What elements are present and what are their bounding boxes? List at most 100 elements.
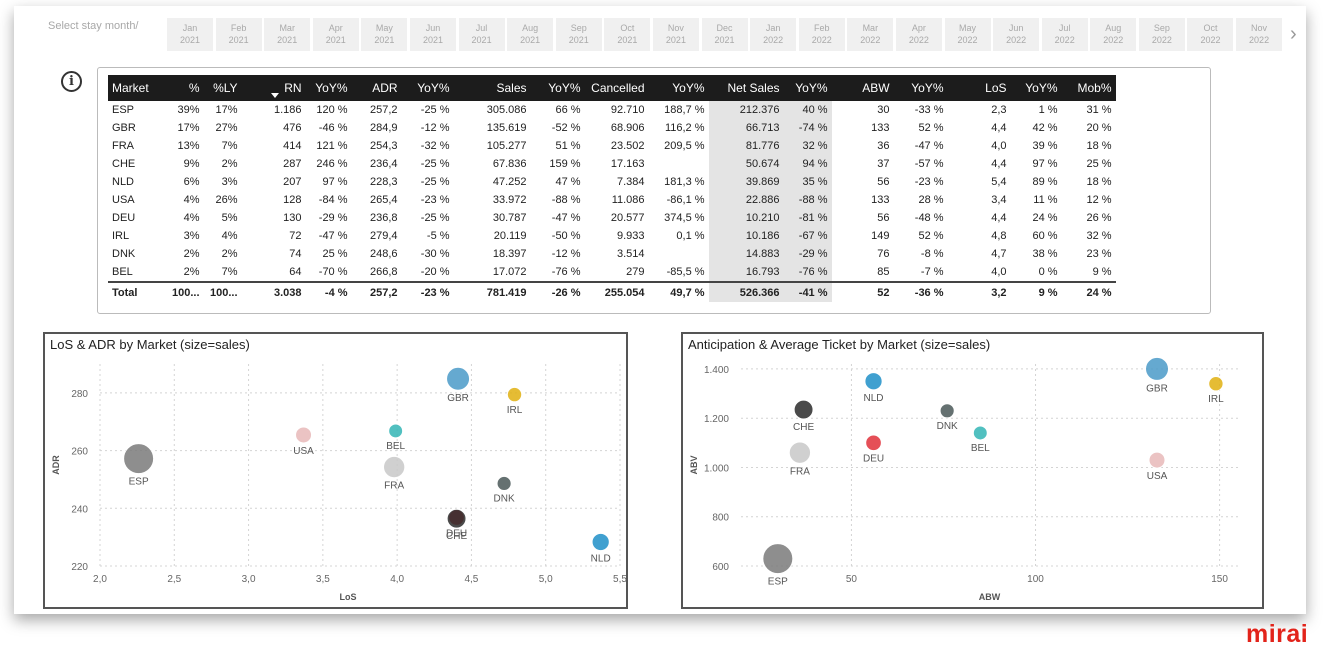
- column-header[interactable]: Net Sales: [708, 75, 784, 101]
- month-tile[interactable]: Jun 2021: [409, 18, 456, 51]
- table-cell: 128: [283, 194, 302, 206]
- month-tile[interactable]: Jun 2022: [993, 18, 1040, 51]
- bubble-label: DNK: [494, 494, 515, 505]
- month-tile[interactable]: Jul 2022: [1041, 18, 1088, 51]
- month-year: 2021: [568, 35, 589, 45]
- bubble-gbr[interactable]: [1145, 356, 1170, 381]
- table-cell: -29 %: [783, 245, 832, 263]
- table-cell: -5 %: [426, 230, 450, 242]
- bubble-che[interactable]: [446, 508, 467, 529]
- table-row[interactable]: CHE 9% 2% 287 246 % 236,4 -25 % 67.836 159 % 17.1…: [108, 155, 1116, 173]
- column-header[interactable]: ADR: [351, 75, 402, 101]
- month-year: 2022: [763, 35, 784, 45]
- month-tile[interactable]: Oct 2021: [604, 18, 651, 51]
- table-row[interactable]: USA 4% 26% 128 -84 % 265,4 -23 % 33.972 -88 % 11.…: [108, 191, 1116, 209]
- column-header[interactable]: YoY%: [893, 75, 948, 101]
- month-tile[interactable]: Aug 2022: [1090, 18, 1137, 51]
- bubble-usa[interactable]: [295, 426, 313, 444]
- bubble-deu[interactable]: [865, 434, 882, 452]
- month-tile[interactable]: Mar 2021: [264, 18, 311, 51]
- month-year: 2021: [325, 35, 346, 45]
- column-header[interactable]: ABW: [831, 75, 894, 101]
- table-cell: 94 %: [783, 155, 832, 173]
- month-tile[interactable]: May 2021: [361, 18, 408, 51]
- bubble-bel[interactable]: [388, 423, 404, 439]
- column-header[interactable]: Market: [108, 75, 168, 101]
- column-header[interactable]: Sales: [453, 75, 531, 101]
- table-row[interactable]: GBR 17% 27% 476 -46 % 284,9 -12 % 135.619 -52 % 6…: [108, 119, 1116, 137]
- table-cell: -32 %: [420, 140, 450, 152]
- month-tile[interactable]: Feb 2022: [798, 18, 845, 51]
- column-header[interactable]: %: [168, 75, 204, 101]
- month-tile[interactable]: Aug 2021: [507, 18, 554, 51]
- bubble-bel[interactable]: [972, 425, 988, 441]
- column-header[interactable]: LoS: [947, 75, 1011, 101]
- month-tile[interactable]: Mar 2022: [847, 18, 894, 51]
- bubble-nld[interactable]: [591, 532, 610, 552]
- bubble-che[interactable]: [793, 399, 814, 420]
- sort-desc-icon[interactable]: [271, 93, 279, 98]
- column-header[interactable]: YoY%: [1010, 75, 1062, 101]
- month-tile[interactable]: Apr 2022: [895, 18, 942, 51]
- month-tile[interactable]: Nov 2021: [652, 18, 699, 51]
- table-cell: -47 %: [551, 212, 581, 224]
- table-row[interactable]: DEU 4% 5% 130 -29 % 236,8 -25 % 30.787 -47 % 20.5…: [108, 209, 1116, 227]
- column-header[interactable]: YoY%: [401, 75, 454, 101]
- column-header[interactable]: Cancelled: [584, 75, 649, 101]
- bubble-irl[interactable]: [506, 386, 523, 403]
- info-icon[interactable]: i: [61, 71, 82, 92]
- month-tile[interactable]: Jan 2022: [750, 18, 797, 51]
- column-header[interactable]: YoY%: [783, 75, 832, 101]
- bubble-esp[interactable]: [762, 543, 794, 575]
- table-row[interactable]: FRA 13% 7% 414 121 % 254,3 -32 % 105.277 51 % 23.…: [108, 137, 1116, 155]
- column-header[interactable]: YoY%: [530, 75, 585, 101]
- bubble-esp[interactable]: [123, 443, 155, 475]
- table-cell: -50 %: [551, 230, 581, 242]
- table-cell: -23 %: [914, 176, 944, 188]
- month-tile[interactable]: Jan 2021: [167, 18, 213, 51]
- month-tile[interactable]: Sep 2022: [1138, 18, 1185, 51]
- table-row[interactable]: NLD 6% 3% 207 97 % 228,3 -25 % 47.252 47 % 7.384 1…: [108, 173, 1116, 191]
- chevron-right-icon[interactable]: ›: [1290, 23, 1297, 45]
- column-header[interactable]: YoY%: [648, 75, 709, 101]
- month-year: 2021: [179, 35, 201, 45]
- bubble-irl[interactable]: [1208, 376, 1224, 392]
- month-tile[interactable]: May 2022: [944, 18, 991, 51]
- table-row[interactable]: ESP 39% 17% 1.186 120 % 257,2 -25 % 305.086 66 %…: [108, 101, 1116, 119]
- month-year: 2022: [1151, 35, 1172, 45]
- bubble-dnk[interactable]: [939, 403, 955, 419]
- bubble-gbr[interactable]: [446, 366, 471, 391]
- x-tick-label: 4,0: [390, 574, 404, 585]
- table-cell: 20.577: [610, 212, 645, 224]
- month-tile[interactable]: Jul 2021: [458, 18, 505, 51]
- x-axis-label: LoS: [340, 592, 357, 602]
- table-cell: 3,2: [947, 281, 1011, 302]
- month-tile[interactable]: Nov 2022: [1236, 18, 1283, 51]
- column-header[interactable]: Mob%: [1061, 75, 1116, 101]
- chart-title: LoS & ADR by Market (size=sales): [50, 337, 250, 352]
- column-header[interactable]: YoY%: [305, 75, 352, 101]
- month-tile[interactable]: Dec 2021: [701, 18, 748, 51]
- bubble-nld[interactable]: [864, 372, 883, 391]
- table-row[interactable]: DNK 2% 2% 74 25 % 248,6 -30 % 18.397 -12 % 3.514 1…: [108, 245, 1116, 263]
- month-name: Jan: [765, 23, 781, 33]
- table-cell: 100...: [203, 281, 242, 302]
- total-row[interactable]: Total 100... 100... 3.038 -4 % 257,2 -23 % 781.…: [108, 281, 1116, 302]
- month-tile[interactable]: Sep 2021: [555, 18, 602, 51]
- month-tile[interactable]: Oct 2022: [1187, 18, 1234, 51]
- table-cell: -88 %: [783, 191, 832, 209]
- column-header[interactable]: %LY: [203, 75, 242, 101]
- table-cell: 20 %: [1086, 122, 1112, 134]
- bubble-dnk[interactable]: [496, 475, 512, 492]
- month-tile[interactable]: Feb 2021: [215, 18, 262, 51]
- table-row[interactable]: IRL 3% 4% 72 -47 % 279,4 -5 % 20.119 -50 % 9.933 0…: [108, 227, 1116, 245]
- bubble-fra[interactable]: [788, 441, 812, 464]
- table-cell: 89 %: [1032, 176, 1058, 188]
- table-cell: 23 %: [1086, 248, 1112, 260]
- bubble-usa[interactable]: [1148, 451, 1166, 469]
- y-tick-label: 260: [71, 447, 88, 458]
- bubble-fra[interactable]: [383, 455, 406, 479]
- month-name: Apr: [911, 23, 926, 33]
- month-tile[interactable]: Apr 2021: [312, 18, 359, 51]
- table-row[interactable]: BEL 2% 7% 64 -70 % 266,8 -20 % 17.072 -76 % 279 -8…: [108, 263, 1116, 282]
